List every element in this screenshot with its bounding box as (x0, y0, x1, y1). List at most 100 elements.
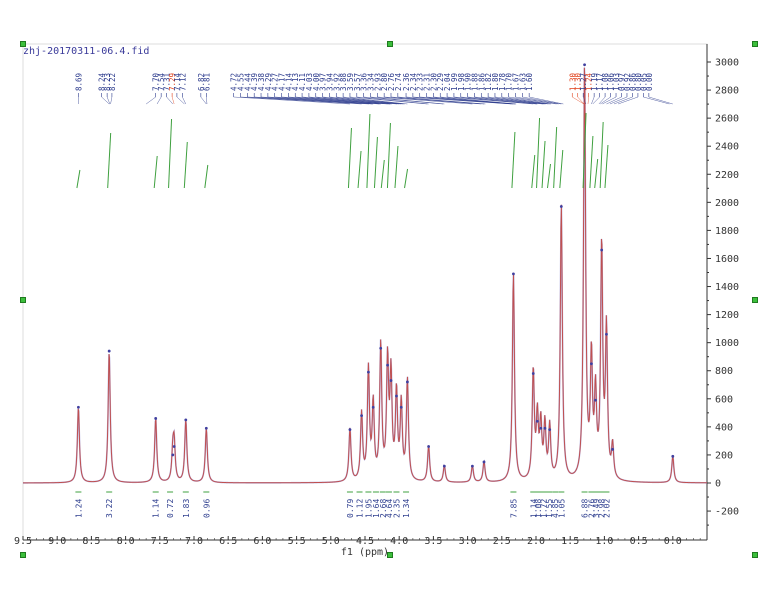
peak-connector (508, 96, 557, 105)
integral-curve (386, 122, 391, 189)
peak-label: 1.86 (477, 72, 486, 91)
peak-marker (171, 453, 175, 457)
x-axis-label: f1 (ppm) (341, 547, 389, 558)
peak-connector (648, 96, 673, 105)
peak-marker (531, 372, 535, 375)
peak-label: 7.54 (157, 72, 166, 91)
peak-label: 1.27 (579, 73, 588, 91)
peak-marker (389, 379, 393, 382)
peak-label: 2.36 (402, 72, 411, 91)
y-tick-label: 2400 (715, 142, 739, 153)
peak-label: 2.33 (416, 73, 425, 91)
peak-marker (360, 414, 363, 418)
peak-marker (184, 418, 188, 422)
peak-label: 4.11 (298, 73, 307, 91)
peak-connector (609, 96, 628, 105)
peak-marker (348, 428, 352, 432)
x-tick-label: 0.5 (630, 536, 648, 547)
peak-label: 1.30 (568, 72, 577, 91)
peak-marker (543, 426, 547, 430)
peak-connector (529, 96, 564, 105)
x-tick-label: 6.5 (219, 536, 237, 547)
peak-marker (367, 370, 370, 374)
integral-label: 4.85 (551, 499, 560, 518)
resize-handle-middle-right[interactable] (752, 297, 758, 303)
peak-connector (501, 96, 552, 105)
peak-connector (643, 96, 670, 105)
y-tick-label: 1400 (715, 282, 739, 293)
peak-connector (110, 96, 113, 105)
peak-marker (470, 464, 474, 468)
peak-marker (535, 419, 539, 423)
integral-label: 1.72 (540, 499, 549, 518)
plot-frame (22, 43, 708, 541)
peak-label: 1.99 (450, 73, 459, 91)
peak-label: 8.22 (108, 73, 117, 91)
integral-curve (511, 131, 516, 189)
peak-label: 2.74 (394, 72, 403, 91)
peak-connector (592, 96, 600, 105)
y-tick-label: 2200 (715, 170, 739, 181)
peak-marker (406, 380, 409, 384)
y-tick-label: 2000 (715, 198, 739, 209)
integral-curve (594, 158, 599, 189)
y-tick-label: 0 (715, 479, 721, 490)
integral-label: 1.14 (152, 499, 161, 518)
peak-connector (182, 96, 187, 105)
resize-handle-bottom-left[interactable] (20, 552, 26, 558)
peak-label: 4.55 (237, 73, 246, 91)
peak-marker (583, 63, 586, 67)
peak-marker (611, 447, 615, 451)
peak-connector (206, 96, 208, 105)
peak-marker (559, 205, 563, 208)
integral-curve (582, 112, 587, 189)
integral-curve (357, 150, 362, 189)
peak-label: 1.08 (601, 72, 610, 91)
integral-label: 1.83 (182, 499, 191, 518)
peak-label: 3.94 (325, 72, 334, 91)
integral-label: 2.76 (587, 499, 596, 518)
resize-handle-top-center[interactable] (387, 41, 393, 47)
integral-label: 0.96 (202, 499, 211, 518)
peak-connector (582, 96, 587, 105)
y-tick-label: 1200 (715, 310, 739, 321)
resize-handle-bottom-center[interactable] (387, 552, 393, 558)
integral-curve (153, 155, 158, 189)
peak-connector (488, 96, 549, 105)
integral-label: 1.64 (372, 499, 381, 518)
integral-label: 6.88 (581, 499, 590, 518)
peak-label: 3.59 (346, 73, 355, 91)
peak-label: 1.17 (596, 73, 605, 91)
resize-handle-top-right[interactable] (752, 41, 758, 47)
peak-label: 1.06 (607, 72, 616, 91)
peak-label: 8.69 (74, 73, 83, 91)
peak-label: 7.12 (178, 73, 187, 91)
peak-label: 6.82 (197, 73, 206, 91)
integral-label: 0.79 (346, 499, 355, 518)
x-tick-label: 8.0 (117, 536, 135, 547)
resize-handle-middle-left[interactable] (20, 297, 26, 303)
x-tick-label: 9.0 (48, 536, 66, 547)
peak-connector (587, 96, 589, 105)
x-tick-label: 3.5 (424, 536, 442, 547)
peak-connector (598, 96, 606, 105)
peak-label: 1.70 (505, 72, 514, 91)
peak-marker (512, 272, 515, 276)
resize-handle-top-left[interactable] (20, 41, 26, 47)
peak-marker (77, 405, 80, 409)
peak-label: 0.05 (639, 73, 648, 91)
peak-connector (522, 96, 562, 105)
resize-handle-bottom-right[interactable] (752, 552, 758, 558)
peak-label: 4.27 (271, 73, 280, 91)
peak-label: 3.57 (353, 73, 362, 91)
peak-connector (261, 96, 374, 105)
peak-connector (591, 96, 595, 105)
integral-label: 2.68 (379, 499, 388, 518)
peak-label: 0.86 (628, 72, 637, 91)
peak-label: 1.98 (457, 72, 466, 91)
integral-curve (541, 140, 546, 189)
integral-label: 1.12 (356, 499, 365, 518)
peak-connector (370, 96, 445, 105)
peak-connector (166, 96, 173, 105)
integral-curve (536, 117, 541, 189)
